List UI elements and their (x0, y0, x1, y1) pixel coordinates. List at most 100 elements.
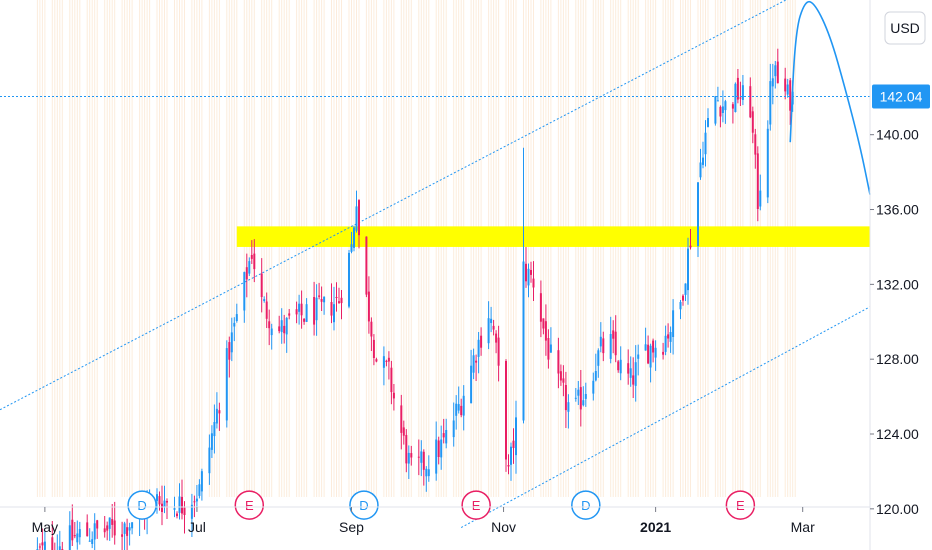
dividend-marker-label: D (359, 498, 368, 513)
candle-body (195, 498, 198, 502)
candle-body (392, 392, 395, 399)
x-tick-label: Sep (339, 519, 364, 535)
candle-body (544, 321, 547, 341)
candle-body (664, 335, 667, 352)
candle-body (766, 128, 769, 198)
candle-body (435, 439, 438, 474)
resistance-zone (236, 226, 871, 247)
candle-body (652, 340, 655, 353)
candle-body (759, 190, 762, 207)
candle-body (158, 496, 161, 505)
candle-body (387, 357, 390, 362)
trend-channel-layer (0, 0, 871, 528)
candle-body (166, 501, 168, 503)
candle-body (250, 255, 253, 259)
candle-body (280, 320, 283, 333)
candle-body (230, 332, 233, 353)
currency-button-frame (884, 11, 926, 45)
candle-body (532, 278, 535, 288)
candle-body (375, 359, 378, 362)
candle-body (724, 101, 727, 111)
candle-body (422, 451, 425, 470)
resistance-zone-layer (236, 226, 871, 247)
candle-body (248, 261, 251, 274)
earnings-marker-circle (461, 490, 491, 520)
candle-body (751, 111, 754, 133)
candle-body (71, 519, 74, 541)
candle-body (243, 272, 246, 311)
x-tick-label: 2021 (640, 519, 671, 535)
candle-body (198, 484, 201, 496)
candle-body (225, 348, 228, 421)
candle-body (111, 519, 114, 525)
candle-body (549, 344, 552, 353)
candle-body (716, 100, 719, 102)
overlay-layer (0, 0, 871, 195)
candle-body (632, 375, 635, 385)
candle-body (564, 385, 567, 411)
y-tick-label: 132.00 (876, 276, 919, 292)
candle-body (265, 301, 268, 319)
candle-body (51, 537, 54, 550)
candle-body (784, 78, 787, 92)
candle-body (285, 317, 288, 335)
candle-body (457, 404, 460, 411)
candle-body (427, 469, 430, 477)
candle-body (627, 363, 630, 374)
candle-body (609, 334, 612, 359)
candle-body (113, 520, 116, 536)
candle-body (161, 503, 163, 512)
candle-body (774, 65, 777, 77)
candle-body (355, 206, 358, 231)
candle-body (617, 361, 620, 371)
y-tick-label: 128.00 (876, 351, 919, 367)
candle-body (68, 525, 71, 550)
candle-body (697, 182, 699, 246)
candle-body (445, 430, 448, 444)
candle-body (313, 297, 316, 325)
candle-body (410, 453, 413, 458)
candle-body (173, 508, 176, 510)
candle-body (295, 309, 298, 315)
channel-upper-line (0, 0, 787, 411)
candle-body (582, 400, 585, 406)
candle-body (183, 507, 186, 515)
candle-body (278, 326, 281, 332)
candle-body (193, 501, 196, 503)
candle-body (288, 313, 291, 316)
candle-body (298, 303, 301, 312)
candle-body (300, 303, 303, 316)
candle-body (200, 471, 203, 492)
candle-body (370, 321, 373, 337)
candle-body (96, 520, 99, 529)
candle-body (181, 496, 183, 514)
candle-body (592, 380, 595, 394)
candle-body (353, 227, 355, 248)
candle-body (402, 427, 405, 436)
candle-body (472, 355, 475, 373)
candle-body (649, 345, 652, 368)
candle-body (455, 403, 458, 416)
candle-body (233, 322, 236, 327)
candle-body (320, 299, 323, 302)
candle-body (305, 304, 308, 322)
candle-body (76, 533, 79, 543)
candle-body (614, 331, 617, 356)
candle-body (38, 546, 41, 548)
dividend-marker-circle (127, 490, 157, 520)
y-tick-label: 136.00 (876, 202, 919, 218)
candle-body (699, 162, 702, 178)
candle-body (490, 318, 493, 323)
currency-button[interactable]: USD (884, 11, 926, 45)
candle-body (58, 546, 61, 550)
y-tick-label: 140.00 (876, 127, 919, 143)
dividend-marker-label: D (137, 498, 146, 513)
candle-body (126, 527, 129, 536)
candle-body (176, 513, 178, 517)
candle-body (350, 244, 353, 252)
projection-arc (789, 0, 871, 195)
